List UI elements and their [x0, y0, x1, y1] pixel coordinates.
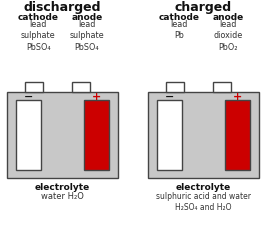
Bar [72, 82, 90, 92]
Bar [7, 92, 118, 178]
Bar [148, 92, 259, 178]
Bar [16, 100, 41, 170]
Text: anode: anode [212, 13, 244, 22]
Text: +: + [92, 92, 101, 102]
Text: discharged: discharged [24, 1, 101, 14]
Text: −: − [165, 92, 174, 102]
Bar [84, 100, 109, 170]
Text: lead
sulphate
PbSO₄: lead sulphate PbSO₄ [21, 20, 55, 52]
Text: lead
dioxide
PbO₂: lead dioxide PbO₂ [213, 20, 242, 52]
Text: sulphuric acid and water
H₂SO₄ and H₂O: sulphuric acid and water H₂SO₄ and H₂O [156, 192, 251, 212]
Bar [213, 82, 231, 92]
Bar [166, 82, 184, 92]
Text: cathode: cathode [17, 13, 59, 22]
Bar [25, 82, 43, 92]
Text: lead
Pb: lead Pb [170, 20, 188, 40]
Text: −: − [24, 92, 33, 102]
Text: water H₂O: water H₂O [41, 192, 84, 201]
Text: cathode: cathode [159, 13, 200, 22]
Text: +: + [233, 92, 242, 102]
Bar [225, 100, 250, 170]
Text: charged: charged [175, 1, 232, 14]
Bar [157, 100, 182, 170]
Text: anode: anode [71, 13, 103, 22]
Text: electrolyte: electrolyte [176, 183, 231, 192]
Text: lead
sulphate
PbSO₄: lead sulphate PbSO₄ [70, 20, 104, 52]
Text: electrolyte: electrolyte [35, 183, 90, 192]
